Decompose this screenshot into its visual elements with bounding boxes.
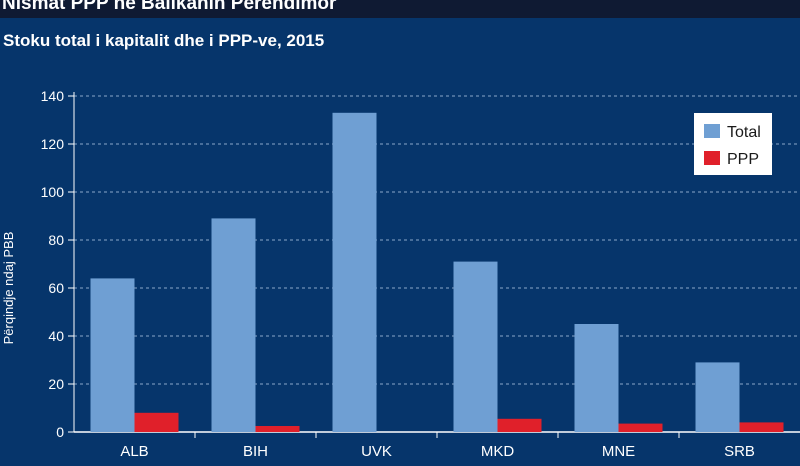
title-band: Nismat PPP në Ballkanin Perëndimor — [0, 0, 800, 18]
x-tick-label: SRB — [724, 443, 755, 460]
y-tick-label: 0 — [56, 424, 64, 440]
bar-total-mkd — [453, 261, 498, 432]
y-tick-label: 20 — [48, 376, 64, 392]
y-tick-label: 40 — [48, 328, 64, 344]
y-tick-label: 120 — [41, 136, 65, 152]
bar-ppp-bih — [255, 426, 300, 432]
bar-total-uvk — [332, 112, 377, 433]
legend-swatch-total — [704, 124, 720, 138]
x-tick-label: UVK — [361, 443, 392, 460]
y-axis-label: Përqindje ndaj PBB — [1, 232, 16, 345]
chart-subtitle: Stoku total i kapitalit dhe i PPP-ve, 20… — [3, 31, 325, 50]
bar-total-alb — [90, 278, 135, 432]
bar-ppp-mkd — [497, 418, 542, 432]
y-tick-label: 80 — [48, 232, 64, 248]
chart-title: Nismat PPP në Ballkanin Perëndimor — [2, 0, 337, 14]
bar-total-bih — [211, 218, 256, 432]
x-tick-label: MKD — [481, 443, 515, 460]
y-tick-label: 100 — [41, 184, 65, 200]
bar-total-srb — [695, 362, 740, 432]
bar-ppp-alb — [134, 412, 179, 432]
x-tick-label: BIH — [243, 443, 268, 460]
x-tick-label: ALB — [120, 443, 148, 460]
legend-swatch-ppp — [704, 151, 720, 165]
legend-label-ppp: PPP — [727, 151, 759, 168]
legend-label-total: Total — [727, 124, 761, 141]
bar-ppp-mne — [618, 423, 663, 432]
x-tick-label: MNE — [602, 443, 635, 460]
y-tick-label: 140 — [41, 88, 65, 104]
y-tick-label: 60 — [48, 280, 64, 296]
bar-ppp-srb — [739, 422, 784, 432]
bar-total-mne — [574, 324, 619, 432]
